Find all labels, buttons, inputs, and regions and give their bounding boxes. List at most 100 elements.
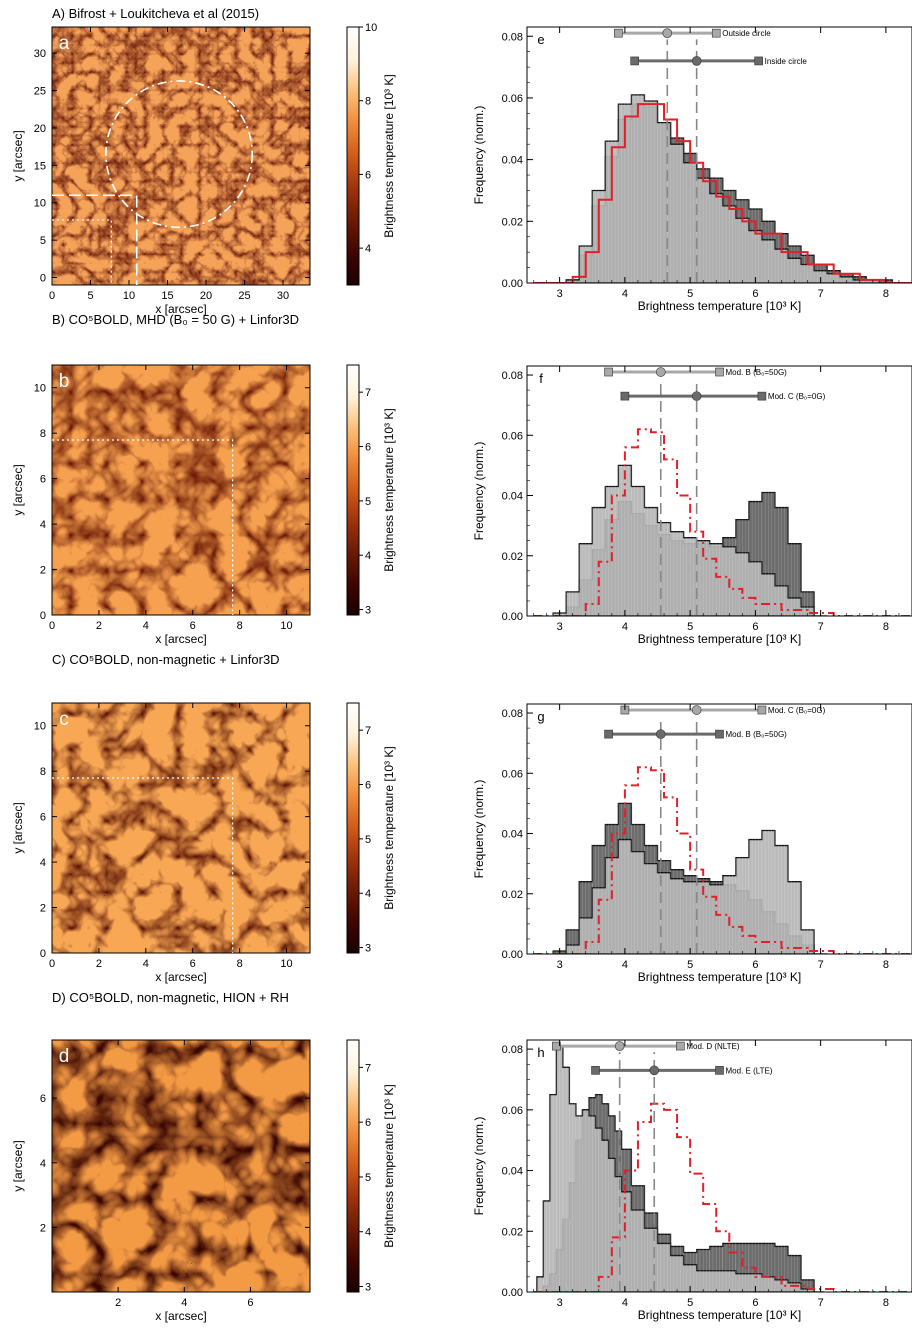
map-xtick-label: 4 [143,958,149,970]
range-bar-mean-marker [655,729,666,739]
map-frame-b [51,364,311,616]
y-tick-label: 0.06 [502,93,523,105]
colorbar-b [346,364,360,616]
bar-hatching [527,366,912,616]
range-bar-mean-marker [691,56,702,66]
range-bar-low-marker [604,367,613,377]
histogram-bar [761,239,775,283]
map-ytick-label: 4 [40,857,46,869]
series-0-outline [553,829,828,954]
x-tick-label: 6 [752,288,758,300]
colorbar-tick-label: 4 [365,888,371,900]
histogram-bar [644,101,658,283]
histogram-bar [575,1115,583,1292]
x-tick-label: 6 [752,1297,758,1309]
y-tick-label: 0.06 [502,1105,523,1117]
histogram-bar [722,205,736,283]
map-xtick-label: 8 [237,620,243,632]
x-tick-label: 3 [557,959,563,971]
panel-c-title: C) CO⁵BOLD, non-magnetic + Linfor3D [52,652,280,667]
map-ytick-label: 30 [34,48,46,60]
histogram-bar [566,591,580,616]
y-tick-label: 0.08 [502,1044,523,1056]
range-bar-label: Mod. B (B₀=50G) [726,368,788,377]
histogram-bar [735,1273,749,1292]
range-bar-low-marker [614,28,623,38]
histogram-bar [615,1176,622,1292]
x-axis-label: Brightness temperature [10³ K] [638,299,801,313]
histogram-bar [696,178,710,283]
bar-hatching [527,704,912,954]
y-tick-label: 0.04 [502,829,523,841]
histogram-bar [814,270,828,283]
colorbar-tick-label: 4 [365,1227,371,1239]
histogram-bar [761,830,775,954]
map-xtick-label: 4 [143,620,149,632]
histogram-bar [605,857,619,954]
histogram-panel-g: Mod. C (B₀=0G) Mod. B (B₀=50G) 3 4 5 6 7 8 0.00 0… [472,703,912,984]
map-panel-c: c 0 2 4 6 8 10 0 2 4 6 8 10 x [arcsec] y [arcsec] 3 4 5 6 7… [11,702,396,984]
map-xtick-label: 20 [200,290,212,302]
x-tick-label: 7 [818,1297,824,1309]
histogram-bar [556,1046,563,1292]
colorbar-label: Brightness temperature [10³ K] [382,746,396,909]
plot-area-h: Mod. D (NLTE) Mod. E (LTE) [527,1040,912,1292]
range-bar-label: Mod. B (B₀=50G) [726,730,788,739]
histogram-bar [735,218,749,283]
y-tick-label: 0.08 [502,708,523,720]
y-tick-label: 0.00 [502,278,523,290]
series-0-bars [536,1046,815,1292]
range-bar-high-marker [754,56,763,66]
colorbar-tick-label: 5 [365,496,371,508]
y-tick-label: 0.08 [502,370,523,382]
histogram-bar [670,1255,684,1292]
x-axis-label: Brightness temperature [10³ K] [638,632,801,646]
histogram-bar [536,1276,544,1292]
y-axis-label: Frequency (norm.) [472,106,486,205]
x-axis-label: Brightness temperature [10³ K] [638,1308,801,1322]
reference-curve-red [533,1102,912,1292]
x-tick-label: 5 [687,959,693,971]
histogram-bar [618,104,632,283]
colorbar-tick-label: 10 [365,22,377,34]
y-axis-label: Frequency (norm.) [472,442,486,541]
histogram-bar [788,1282,802,1292]
histogram-bar [709,1270,723,1292]
range-bar-high-marker [715,1066,724,1075]
map-xtick-label: 2 [96,958,102,970]
series-0-outline [553,94,906,283]
map-xtick-label: 6 [190,620,196,632]
map-xlabel: x [arcsec] [155,632,206,646]
plot-frame-g [526,703,912,955]
histogram-bar [788,597,802,616]
colorbar-tick-label: 5 [365,1172,371,1184]
range-bar-high-marker [757,391,767,401]
histogram-bar [788,258,802,283]
map-xtick-label: 4 [181,1297,187,1309]
map-xtick-label: 10 [123,290,135,302]
subregion-box-dotted [52,777,234,953]
colorbar-a [346,26,360,286]
map-ytick-label: 6 [40,812,46,824]
map-ylabel: y [arcsec] [11,802,25,853]
map-ylabel: y [arcsec] [11,1140,25,1191]
map-letter-b: b [59,371,70,392]
x-tick-label: 8 [883,959,889,971]
map-ytick-label: 4 [40,519,46,531]
y-tick-label: 0.00 [502,611,523,623]
y-tick-label: 0.06 [502,430,523,442]
y-tick-label: 0.02 [502,216,523,228]
map-ytick-label: 15 [34,160,46,172]
map-xtick-label: 15 [161,290,173,302]
reference-curve-red [533,103,912,283]
map-ytick-label: 0 [40,948,46,960]
map-xtick-label: 2 [96,620,102,632]
x-tick-label: 4 [622,1297,628,1309]
map-ytick-label: 20 [34,123,46,135]
map-panel-b: b 0 2 4 6 8 10 0 2 4 6 8 10 x [arcsec] y [arcsec] 3 4 5 6 7… [11,364,396,646]
histogram-bar [827,273,841,283]
panel-letter-h: h [537,1045,544,1060]
range-bar-high-marker [757,705,767,715]
x-tick-label: 8 [883,1297,889,1309]
y-tick-label: 0.02 [502,889,523,901]
